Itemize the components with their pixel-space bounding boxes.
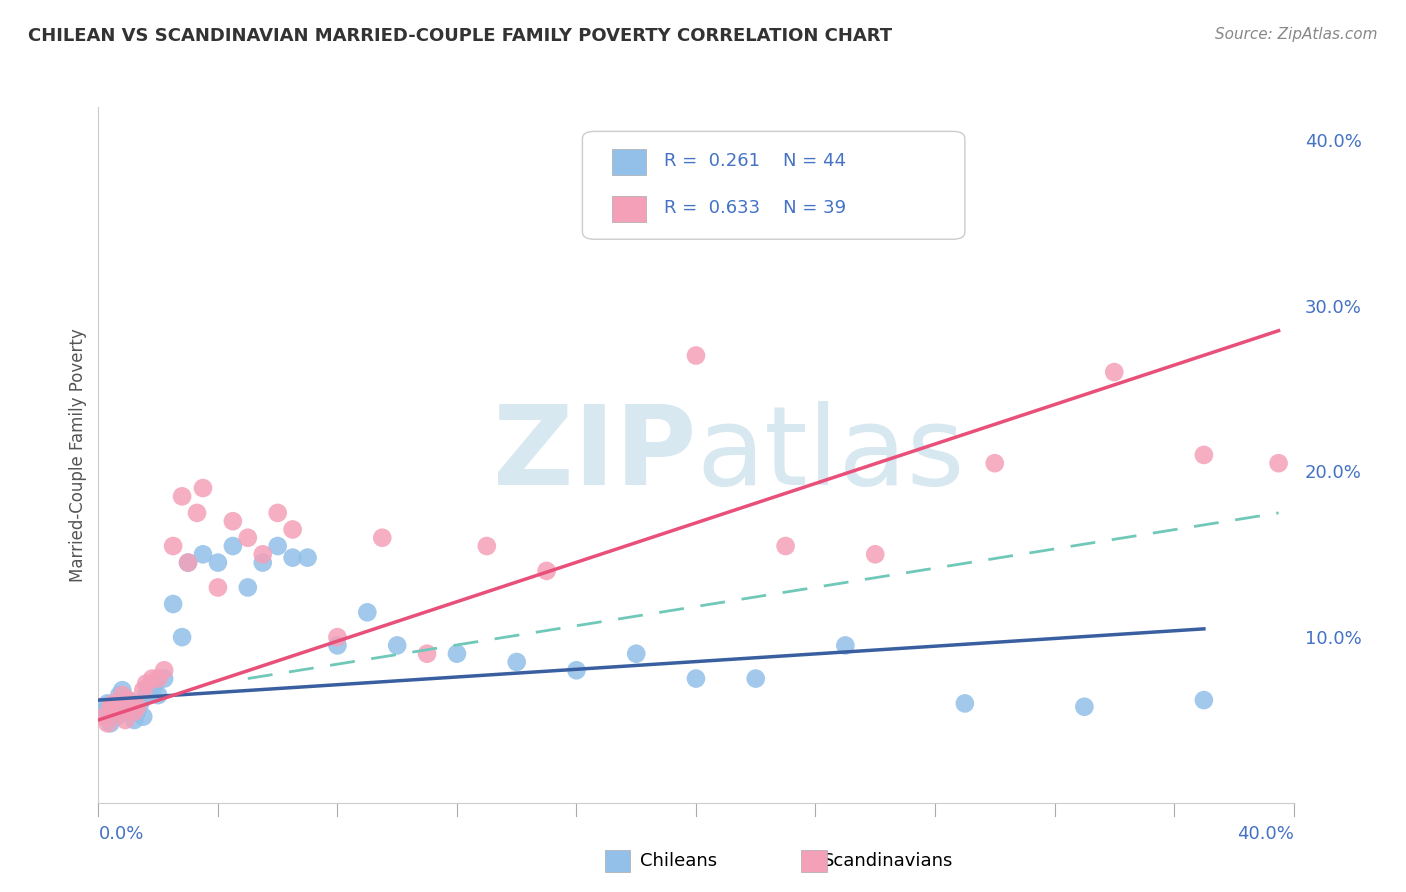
Point bbox=[162, 597, 184, 611]
Point bbox=[129, 697, 152, 711]
Point bbox=[191, 481, 214, 495]
Point bbox=[281, 550, 304, 565]
Point bbox=[114, 713, 136, 727]
Point bbox=[536, 564, 558, 578]
Point bbox=[222, 514, 245, 528]
Point bbox=[267, 539, 290, 553]
Point bbox=[685, 349, 707, 363]
Point bbox=[984, 456, 1007, 470]
Point bbox=[371, 531, 394, 545]
Point bbox=[565, 663, 588, 677]
Point bbox=[385, 639, 409, 653]
Point bbox=[326, 639, 349, 653]
Point bbox=[162, 539, 184, 553]
Point bbox=[124, 713, 146, 727]
Point bbox=[177, 556, 200, 570]
Point bbox=[685, 672, 707, 686]
Point bbox=[148, 688, 170, 702]
Point bbox=[252, 547, 274, 561]
Point bbox=[100, 699, 122, 714]
Point bbox=[135, 676, 157, 690]
Point bbox=[141, 672, 163, 686]
Point bbox=[124, 705, 146, 719]
Point bbox=[416, 647, 439, 661]
Y-axis label: Married-Couple Family Poverty: Married-Couple Family Poverty bbox=[69, 328, 87, 582]
Point bbox=[207, 556, 229, 570]
Point bbox=[96, 697, 118, 711]
Point bbox=[222, 539, 245, 553]
FancyBboxPatch shape bbox=[582, 131, 965, 239]
Point bbox=[93, 709, 115, 723]
Point bbox=[93, 705, 115, 719]
Point bbox=[141, 683, 163, 698]
Point bbox=[117, 693, 139, 707]
Point bbox=[236, 531, 259, 545]
Point bbox=[236, 581, 259, 595]
Point bbox=[114, 705, 136, 719]
Point bbox=[103, 699, 125, 714]
Point bbox=[953, 697, 976, 711]
Point bbox=[96, 716, 118, 731]
Text: Chileans: Chileans bbox=[640, 852, 717, 870]
Point bbox=[148, 672, 170, 686]
Point bbox=[775, 539, 797, 553]
Point bbox=[610, 208, 633, 222]
Point bbox=[153, 672, 176, 686]
Point bbox=[626, 647, 648, 661]
Point bbox=[108, 688, 131, 702]
Point bbox=[186, 506, 208, 520]
Point bbox=[1073, 699, 1095, 714]
Point bbox=[153, 663, 176, 677]
Point bbox=[177, 556, 200, 570]
Point bbox=[103, 697, 125, 711]
Point bbox=[117, 693, 139, 707]
Point bbox=[446, 647, 468, 661]
Point bbox=[506, 655, 529, 669]
Point bbox=[191, 547, 214, 561]
Point bbox=[172, 489, 194, 503]
Point bbox=[865, 547, 887, 561]
Point bbox=[132, 683, 155, 698]
Text: 0.0%: 0.0% bbox=[98, 825, 143, 843]
Text: R =  0.261    N = 44: R = 0.261 N = 44 bbox=[664, 153, 845, 170]
Text: CHILEAN VS SCANDINAVIAN MARRIED-COUPLE FAMILY POVERTY CORRELATION CHART: CHILEAN VS SCANDINAVIAN MARRIED-COUPLE F… bbox=[28, 27, 893, 45]
Text: R =  0.633    N = 39: R = 0.633 N = 39 bbox=[664, 199, 846, 217]
Point bbox=[267, 506, 290, 520]
Text: Scandinavians: Scandinavians bbox=[823, 852, 953, 870]
Point bbox=[105, 709, 128, 723]
Point bbox=[143, 676, 166, 690]
Point bbox=[356, 605, 378, 619]
Point bbox=[252, 556, 274, 570]
Point bbox=[1192, 448, 1215, 462]
Bar bbox=[613, 195, 645, 222]
Point bbox=[111, 688, 134, 702]
Point bbox=[127, 705, 149, 719]
Point bbox=[475, 539, 498, 553]
Text: atlas: atlas bbox=[696, 401, 965, 508]
Point bbox=[111, 683, 134, 698]
Point bbox=[100, 716, 122, 731]
Bar bbox=[613, 149, 645, 175]
Point bbox=[207, 581, 229, 595]
Point bbox=[138, 680, 160, 694]
Point bbox=[834, 639, 856, 653]
Point bbox=[1104, 365, 1126, 379]
Point bbox=[172, 630, 194, 644]
Point bbox=[135, 688, 157, 702]
Text: Source: ZipAtlas.com: Source: ZipAtlas.com bbox=[1215, 27, 1378, 42]
Point bbox=[108, 705, 131, 719]
Text: 40.0%: 40.0% bbox=[1237, 825, 1294, 843]
Point bbox=[1267, 456, 1289, 470]
Point bbox=[281, 523, 304, 537]
Point bbox=[120, 699, 142, 714]
Text: ZIP: ZIP bbox=[492, 401, 696, 508]
Point bbox=[132, 709, 155, 723]
Point bbox=[1192, 693, 1215, 707]
Point bbox=[297, 550, 319, 565]
Point bbox=[127, 699, 149, 714]
Point bbox=[326, 630, 349, 644]
Point bbox=[745, 672, 768, 686]
